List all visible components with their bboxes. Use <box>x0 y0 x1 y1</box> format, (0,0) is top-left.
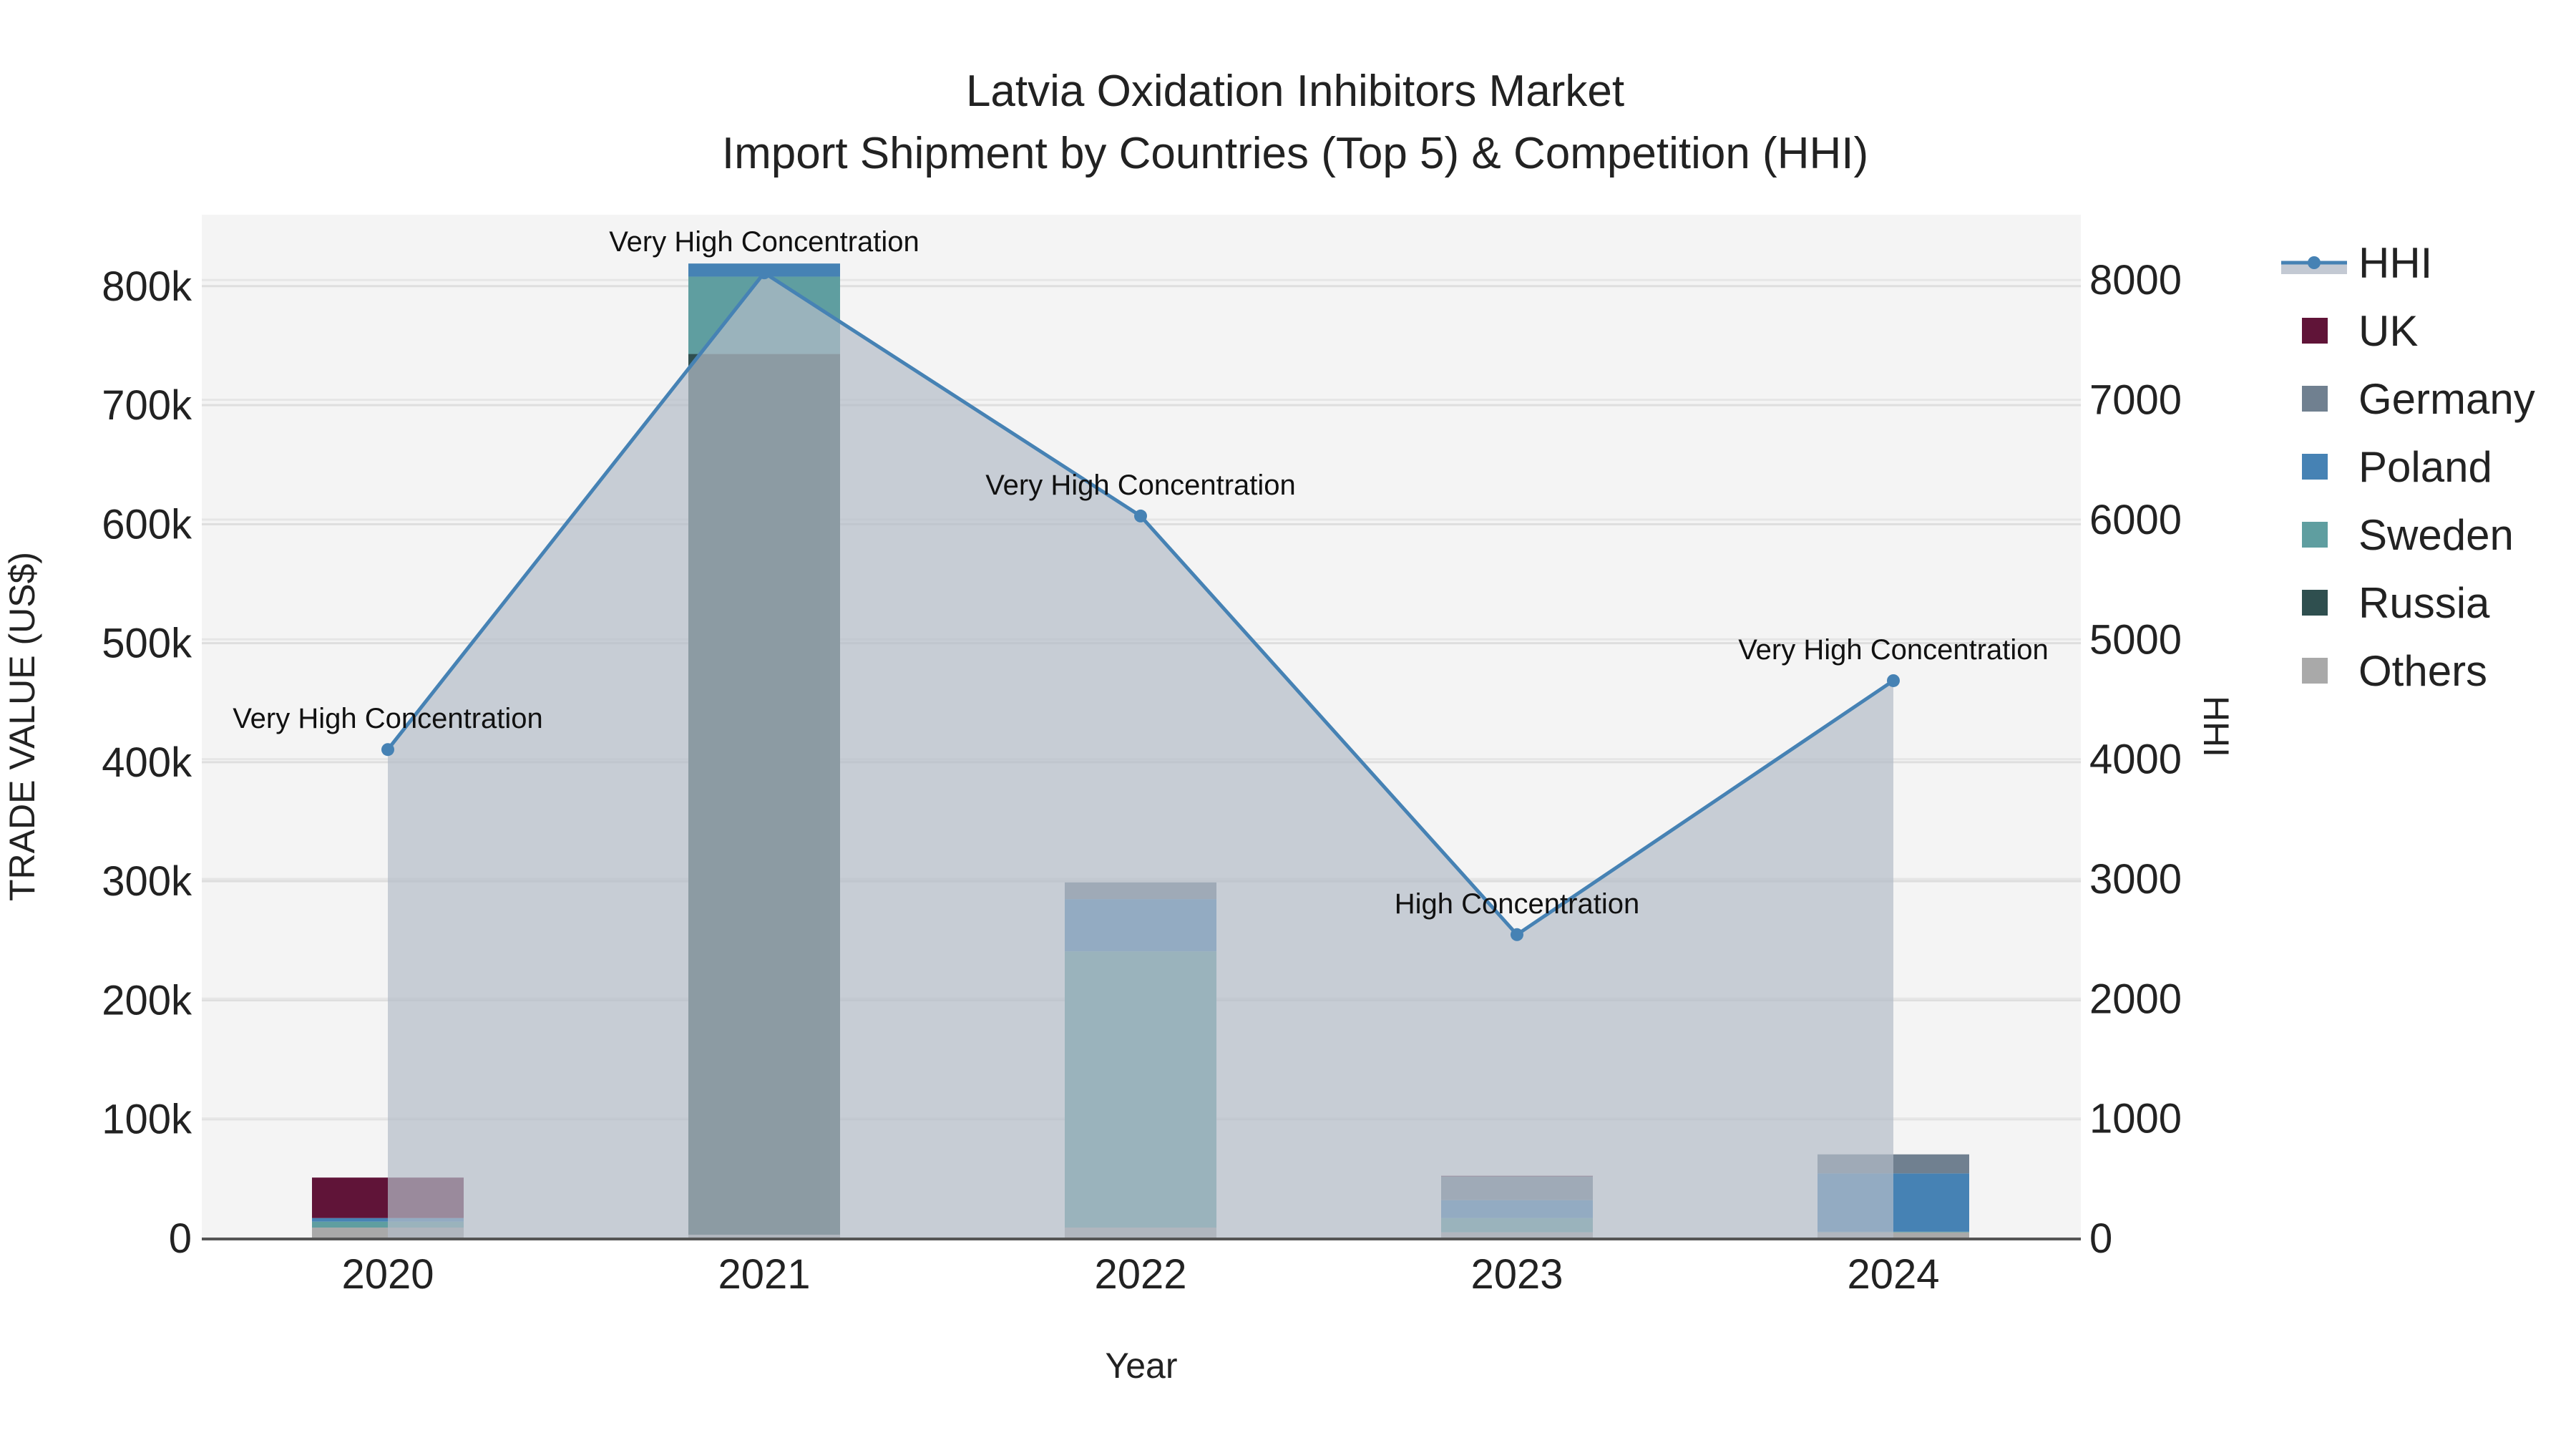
legend-item-sweden[interactable]: Sweden <box>2302 511 2514 559</box>
y-tick-label: 600k <box>102 501 192 548</box>
legend-swatch <box>2302 590 2328 616</box>
legend-label: HHI <box>2358 239 2432 287</box>
legend-swatch <box>2302 454 2328 480</box>
x-tick-label: 2023 <box>1470 1251 1563 1298</box>
y2-tick-label: 4000 <box>2089 737 2182 783</box>
x-tick-label: 2020 <box>341 1251 434 1298</box>
y-tick-label: 0 <box>169 1215 192 1262</box>
hhi-annotation: Very High Concentration <box>233 703 543 734</box>
y-axis-title: TRADE VALUE (US$) <box>2 552 42 901</box>
y2-tick-label: 0 <box>2089 1215 2112 1262</box>
y2-tick-label: 2000 <box>2089 976 2182 1022</box>
hhi-point <box>1134 509 1147 523</box>
hhi-area <box>388 273 1893 1238</box>
legend-swatch <box>2302 318 2328 344</box>
hhi-point <box>1887 674 1900 687</box>
legend-label: Sweden <box>2358 511 2514 559</box>
hhi-series: Very High Concentration Very High Concent… <box>233 226 2049 1238</box>
hhi-annotation: Very High Concentration <box>1738 634 2049 666</box>
legend: HHI UK Germany Poland Sweden Russia Others <box>2281 239 2535 695</box>
y2-axis-ticks: 0 1000 2000 3000 4000 5000 6000 7000 8000 <box>2089 257 2182 1262</box>
legend-item-others[interactable]: Others <box>2302 647 2487 695</box>
x-axis-ticks: 2020 2021 2022 2023 2024 <box>341 1251 1939 1298</box>
y-tick-label: 300k <box>102 858 192 905</box>
hhi-annotation: High Concentration <box>1395 888 1639 920</box>
hhi-point <box>758 266 771 280</box>
legend-swatch-hhi-marker <box>2308 256 2321 269</box>
x-axis-title: Year <box>1105 1346 1177 1386</box>
legend-item-russia[interactable]: Russia <box>2302 579 2490 627</box>
x-tick-label: 2024 <box>1847 1251 1939 1298</box>
legend-swatch <box>2302 386 2328 412</box>
y2-tick-label: 3000 <box>2089 856 2182 903</box>
y-tick-label: 400k <box>102 739 192 786</box>
legend-item-germany[interactable]: Germany <box>2302 375 2535 423</box>
hhi-point <box>1511 928 1523 941</box>
y-axis-ticks: 0 100k 200k 300k 400k 500k 600k 700k 800k <box>102 263 192 1262</box>
y-tick-label: 700k <box>102 382 192 429</box>
hhi-point <box>381 743 394 757</box>
legend-item-uk[interactable]: UK <box>2302 307 2418 355</box>
y-tick-label: 500k <box>102 621 192 667</box>
y2-tick-label: 1000 <box>2089 1096 2182 1142</box>
legend-label: Russia <box>2358 579 2490 627</box>
chart-title-line1: Latvia Oxidation Inhibitors Market <box>966 67 1624 116</box>
x-tick-label: 2021 <box>718 1251 810 1298</box>
y2-axis-title: HHI <box>2196 696 2236 757</box>
legend-label: UK <box>2358 307 2418 355</box>
y2-tick-label: 5000 <box>2089 616 2182 663</box>
y-tick-label: 200k <box>102 977 192 1024</box>
y2-tick-label: 8000 <box>2089 257 2182 303</box>
y2-tick-label: 6000 <box>2089 497 2182 543</box>
legend-label: Poland <box>2358 443 2492 491</box>
chart-title-line2: Import Shipment by Countries (Top 5) & C… <box>722 129 1868 178</box>
legend-item-hhi[interactable]: HHI <box>2281 239 2432 287</box>
legend-label: Germany <box>2358 375 2535 423</box>
legend-swatch <box>2302 658 2328 684</box>
y2-tick-label: 7000 <box>2089 377 2182 424</box>
x-tick-label: 2022 <box>1094 1251 1186 1298</box>
hhi-annotation: Very High Concentration <box>609 226 919 258</box>
y-tick-label: 100k <box>102 1097 192 1143</box>
y-tick-label: 800k <box>102 263 192 310</box>
hhi-annotation: Very High Concentration <box>985 470 1296 501</box>
legend-item-poland[interactable]: Poland <box>2302 443 2492 491</box>
legend-swatch <box>2302 522 2328 548</box>
legend-label: Others <box>2358 647 2487 695</box>
